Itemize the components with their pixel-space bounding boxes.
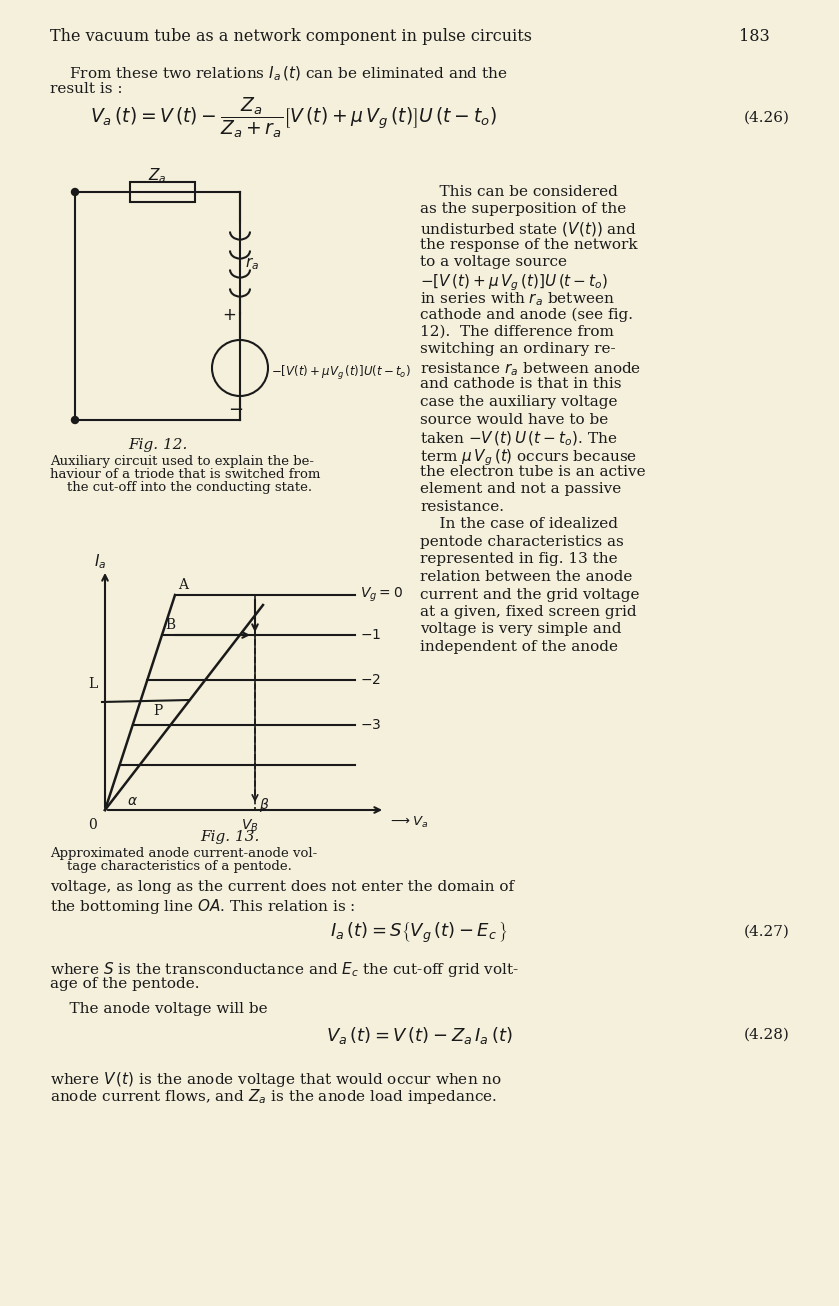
Text: (4.26): (4.26): [744, 111, 790, 125]
Text: haviour of a triode that is switched from: haviour of a triode that is switched fro…: [50, 468, 320, 481]
Text: term $\mu\, V_g\,(t)$ occurs because: term $\mu\, V_g\,(t)$ occurs because: [420, 448, 637, 468]
Text: $r_a$: $r_a$: [245, 255, 259, 272]
Text: 12).  The difference from: 12). The difference from: [420, 325, 614, 340]
Text: switching an ordinary re-: switching an ordinary re-: [420, 342, 616, 357]
Text: L: L: [89, 677, 98, 691]
Text: pentode characteristics as: pentode characteristics as: [420, 535, 623, 549]
Text: cathode and anode (see fig.: cathode and anode (see fig.: [420, 307, 633, 321]
Text: $-3$: $-3$: [360, 718, 381, 731]
Text: A: A: [178, 579, 188, 592]
Bar: [130, 182, 195, 202]
Text: $\alpha$: $\alpha$: [127, 794, 138, 808]
Text: $+$: $+$: [222, 307, 236, 324]
Text: $-[V(t)+\mu V_g\,(t)]U(t-t_o)$: $-[V(t)+\mu V_g\,(t)]U(t-t_o)$: [271, 364, 411, 381]
Circle shape: [71, 417, 79, 423]
Text: anode current flows, and $Z_a$ is the anode load impedance.: anode current flows, and $Z_a$ is the an…: [50, 1087, 498, 1106]
Text: Fig. 13.: Fig. 13.: [201, 831, 260, 844]
Text: Auxiliary circuit used to explain the be-: Auxiliary circuit used to explain the be…: [50, 454, 314, 468]
Text: resistance $r_a$ between anode: resistance $r_a$ between anode: [420, 360, 641, 377]
Text: element and not a passive: element and not a passive: [420, 482, 621, 496]
Text: case the auxiliary voltage: case the auxiliary voltage: [420, 394, 618, 409]
Text: $-$: $-$: [228, 400, 243, 417]
Text: where $V\,(t)$ is the anode voltage that would occur when no: where $V\,(t)$ is the anode voltage that…: [50, 1070, 502, 1089]
Text: In the case of idealized: In the case of idealized: [420, 517, 618, 532]
Text: $\beta$: $\beta$: [259, 795, 269, 814]
Text: The anode voltage will be: The anode voltage will be: [50, 1002, 268, 1016]
Text: result is :: result is :: [50, 82, 122, 97]
Text: source would have to be: source would have to be: [420, 413, 608, 427]
Text: independent of the anode: independent of the anode: [420, 640, 618, 654]
Text: Approximated anode current-anode vol-: Approximated anode current-anode vol-: [50, 848, 317, 859]
Text: to a voltage source: to a voltage source: [420, 255, 567, 269]
Text: $\longrightarrow V_a$: $\longrightarrow V_a$: [388, 815, 428, 831]
Text: as the superposition of the: as the superposition of the: [420, 202, 626, 217]
Text: 0: 0: [88, 818, 97, 832]
Text: $I_a\,(t) = S\left\{V_g\,(t) - E_c\,\right\}$: $I_a\,(t) = S\left\{V_g\,(t) - E_c\,\rig…: [330, 919, 508, 944]
Text: B: B: [165, 618, 175, 632]
Text: the cut-off into the conducting state.: the cut-off into the conducting state.: [50, 481, 312, 494]
Text: age of the pentode.: age of the pentode.: [50, 977, 200, 991]
Text: resistance.: resistance.: [420, 500, 504, 515]
Text: P: P: [153, 704, 163, 718]
Text: $-\left[V\,(t) + \mu\, V_g\,(t)\right] U\,(t - t_o)$: $-\left[V\,(t) + \mu\, V_g\,(t)\right] U…: [420, 273, 608, 293]
Text: $V_B$: $V_B$: [241, 818, 258, 835]
Text: $V_g=0$: $V_g=0$: [360, 586, 403, 605]
Text: $Z_a$: $Z_a$: [148, 166, 167, 184]
Text: the response of the network: the response of the network: [420, 238, 638, 252]
Text: (4.27): (4.27): [744, 925, 790, 939]
Text: voltage, as long as the current does not enter the domain of: voltage, as long as the current does not…: [50, 880, 514, 895]
Text: where $S$ is the transconductance and $E_c$ the cut-off grid volt-: where $S$ is the transconductance and $E…: [50, 960, 519, 980]
Circle shape: [71, 188, 79, 196]
Text: 183: 183: [739, 27, 770, 44]
Text: at a given, fixed screen grid: at a given, fixed screen grid: [420, 605, 637, 619]
Text: From these two relations $I_a\,(t)$ can be eliminated and the: From these two relations $I_a\,(t)$ can …: [50, 65, 508, 84]
Text: (4.28): (4.28): [744, 1028, 790, 1042]
Text: represented in fig. 13 the: represented in fig. 13 the: [420, 552, 618, 567]
Text: and cathode is that in this: and cathode is that in this: [420, 377, 622, 392]
Text: This can be considered: This can be considered: [420, 185, 618, 199]
Text: taken $- V\,(t)\, U\,(t - t_o)$. The: taken $- V\,(t)\, U\,(t - t_o)$. The: [420, 430, 618, 448]
Text: the electron tube is an active: the electron tube is an active: [420, 465, 646, 479]
Text: voltage is very simple and: voltage is very simple and: [420, 623, 622, 636]
Text: $-2$: $-2$: [360, 673, 381, 687]
Text: relation between the anode: relation between the anode: [420, 569, 633, 584]
Text: $V_a\,(t) = V\,(t) - Z_a\, I_a\,(t)$: $V_a\,(t) = V\,(t) - Z_a\, I_a\,(t)$: [326, 1024, 513, 1046]
Text: the bottoming line $OA$. This relation is :: the bottoming line $OA$. This relation i…: [50, 897, 356, 916]
Text: The vacuum tube as a network component in pulse circuits: The vacuum tube as a network component i…: [50, 27, 532, 44]
Text: $I_a$: $I_a$: [94, 552, 107, 571]
Text: $-1$: $-1$: [360, 628, 381, 643]
Text: current and the grid voltage: current and the grid voltage: [420, 588, 639, 602]
Text: $V_a\,(t) = V\,(t) - \dfrac{Z_a}{Z_a + r_a}\left[V\,(t) + \mu\, V_g\,(t)\right] : $V_a\,(t) = V\,(t) - \dfrac{Z_a}{Z_a + r…: [90, 95, 497, 140]
Text: in series with $r_a$ between: in series with $r_a$ between: [420, 290, 615, 308]
Text: undisturbed state $(V(t))$ and: undisturbed state $(V(t))$ and: [420, 219, 637, 238]
Text: tage characteristics of a pentode.: tage characteristics of a pentode.: [50, 859, 292, 872]
Text: Fig. 12.: Fig. 12.: [128, 438, 187, 452]
